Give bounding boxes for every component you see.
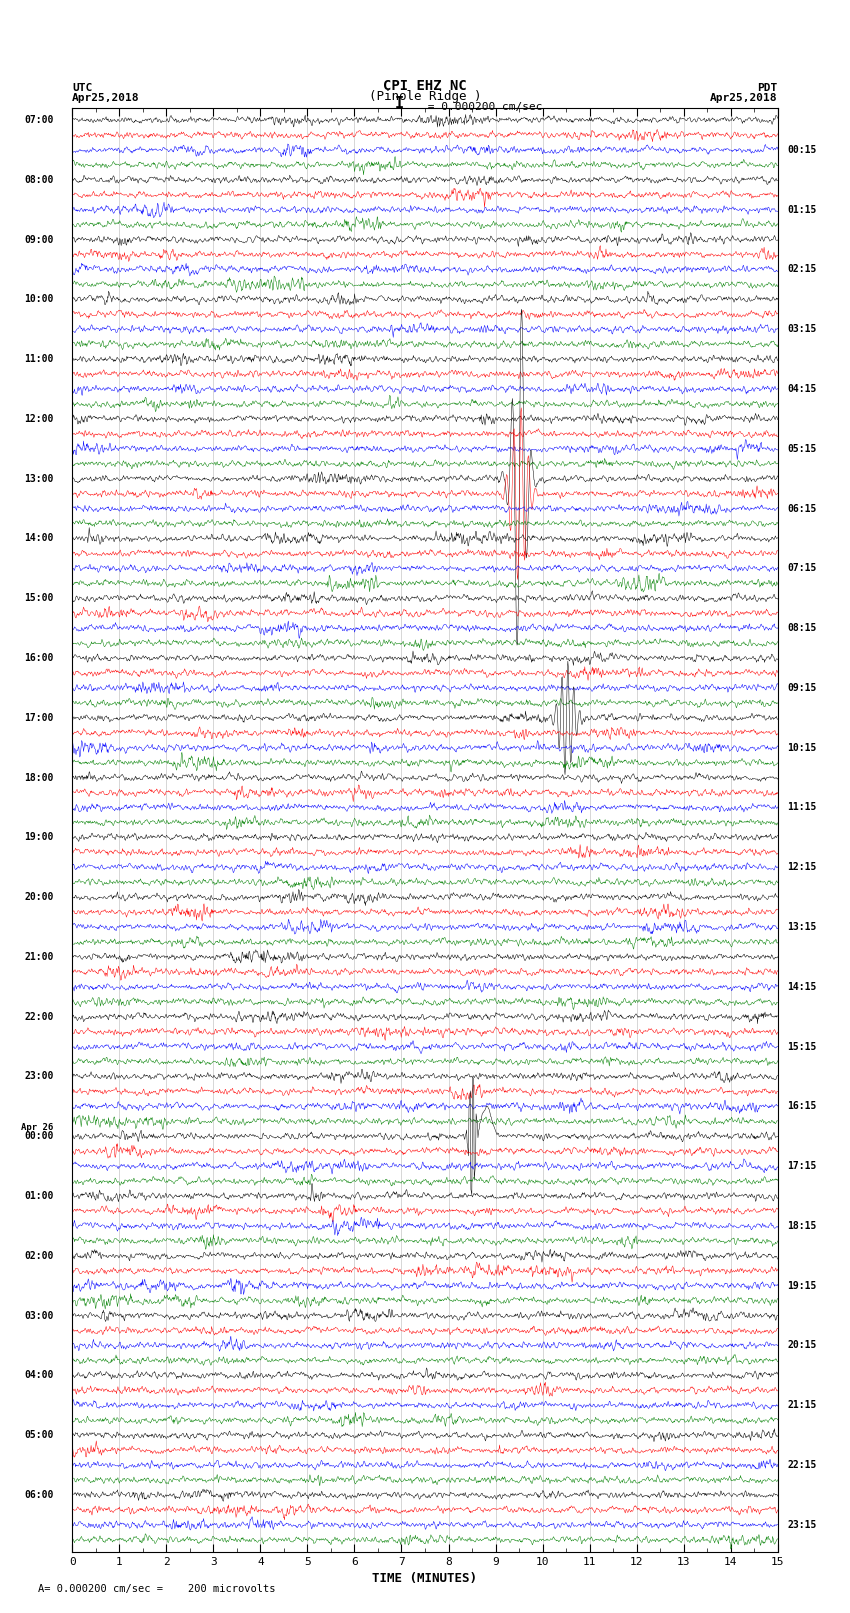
Text: 07:00: 07:00 <box>24 115 54 126</box>
Text: 10:15: 10:15 <box>787 742 817 753</box>
Text: = 0.000200 cm/sec: = 0.000200 cm/sec <box>421 102 542 113</box>
Text: 16:00: 16:00 <box>24 653 54 663</box>
Text: 06:00: 06:00 <box>24 1490 54 1500</box>
Text: 09:00: 09:00 <box>24 234 54 245</box>
Text: 01:00: 01:00 <box>24 1190 54 1202</box>
Text: 13:15: 13:15 <box>787 923 817 932</box>
X-axis label: TIME (MINUTES): TIME (MINUTES) <box>372 1573 478 1586</box>
Text: 12:00: 12:00 <box>24 415 54 424</box>
Text: 05:15: 05:15 <box>787 444 817 453</box>
Text: 02:00: 02:00 <box>24 1250 54 1261</box>
Text: 21:15: 21:15 <box>787 1400 817 1410</box>
Text: 11:15: 11:15 <box>787 803 817 813</box>
Text: 16:15: 16:15 <box>787 1102 817 1111</box>
Text: 21:00: 21:00 <box>24 952 54 961</box>
Text: 10:00: 10:00 <box>24 294 54 305</box>
Text: 08:00: 08:00 <box>24 174 54 185</box>
Text: CPI EHZ NC: CPI EHZ NC <box>383 79 467 92</box>
Text: 17:00: 17:00 <box>24 713 54 723</box>
Text: 04:15: 04:15 <box>787 384 817 394</box>
Text: 17:15: 17:15 <box>787 1161 817 1171</box>
Text: 09:15: 09:15 <box>787 682 817 694</box>
Text: I: I <box>395 97 404 111</box>
Text: 15:00: 15:00 <box>24 594 54 603</box>
Text: 23:15: 23:15 <box>787 1519 817 1529</box>
Text: Apr 26: Apr 26 <box>21 1123 54 1132</box>
Text: 01:15: 01:15 <box>787 205 817 215</box>
Text: 03:00: 03:00 <box>24 1311 54 1321</box>
Text: 15:15: 15:15 <box>787 1042 817 1052</box>
Text: 02:15: 02:15 <box>787 265 817 274</box>
Text: (Pinole Ridge ): (Pinole Ridge ) <box>369 90 481 103</box>
Text: 11:00: 11:00 <box>24 355 54 365</box>
Text: 05:00: 05:00 <box>24 1431 54 1440</box>
Text: 14:15: 14:15 <box>787 982 817 992</box>
Text: A= 0.000200 cm/sec =    200 microvolts: A= 0.000200 cm/sec = 200 microvolts <box>38 1584 275 1594</box>
Text: 20:00: 20:00 <box>24 892 54 902</box>
Text: 08:15: 08:15 <box>787 623 817 634</box>
Text: 22:00: 22:00 <box>24 1011 54 1021</box>
Text: PDT: PDT <box>757 82 778 92</box>
Text: 22:15: 22:15 <box>787 1460 817 1469</box>
Text: Apr25,2018: Apr25,2018 <box>711 94 778 103</box>
Text: 06:15: 06:15 <box>787 503 817 513</box>
Text: 07:15: 07:15 <box>787 563 817 573</box>
Text: 20:15: 20:15 <box>787 1340 817 1350</box>
Text: 18:15: 18:15 <box>787 1221 817 1231</box>
Text: 14:00: 14:00 <box>24 534 54 544</box>
Text: 19:15: 19:15 <box>787 1281 817 1290</box>
Text: 23:00: 23:00 <box>24 1071 54 1081</box>
Text: 13:00: 13:00 <box>24 474 54 484</box>
Text: 19:00: 19:00 <box>24 832 54 842</box>
Text: 00:15: 00:15 <box>787 145 817 155</box>
Text: 04:00: 04:00 <box>24 1371 54 1381</box>
Text: 03:15: 03:15 <box>787 324 817 334</box>
Text: 18:00: 18:00 <box>24 773 54 782</box>
Text: Apr25,2018: Apr25,2018 <box>72 94 139 103</box>
Text: 12:15: 12:15 <box>787 863 817 873</box>
Text: UTC: UTC <box>72 82 93 92</box>
Text: 00:00: 00:00 <box>24 1131 54 1142</box>
